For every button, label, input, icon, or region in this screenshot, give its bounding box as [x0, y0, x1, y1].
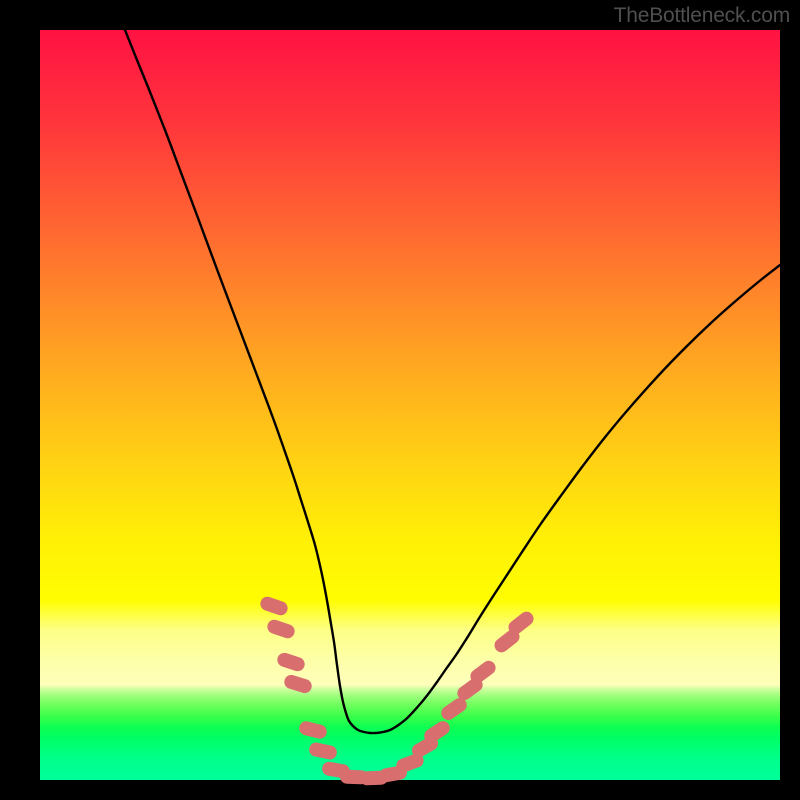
plot-area	[40, 30, 780, 780]
bottleneck-curve	[40, 30, 780, 780]
watermark-text: TheBottleneck.com	[614, 4, 790, 28]
